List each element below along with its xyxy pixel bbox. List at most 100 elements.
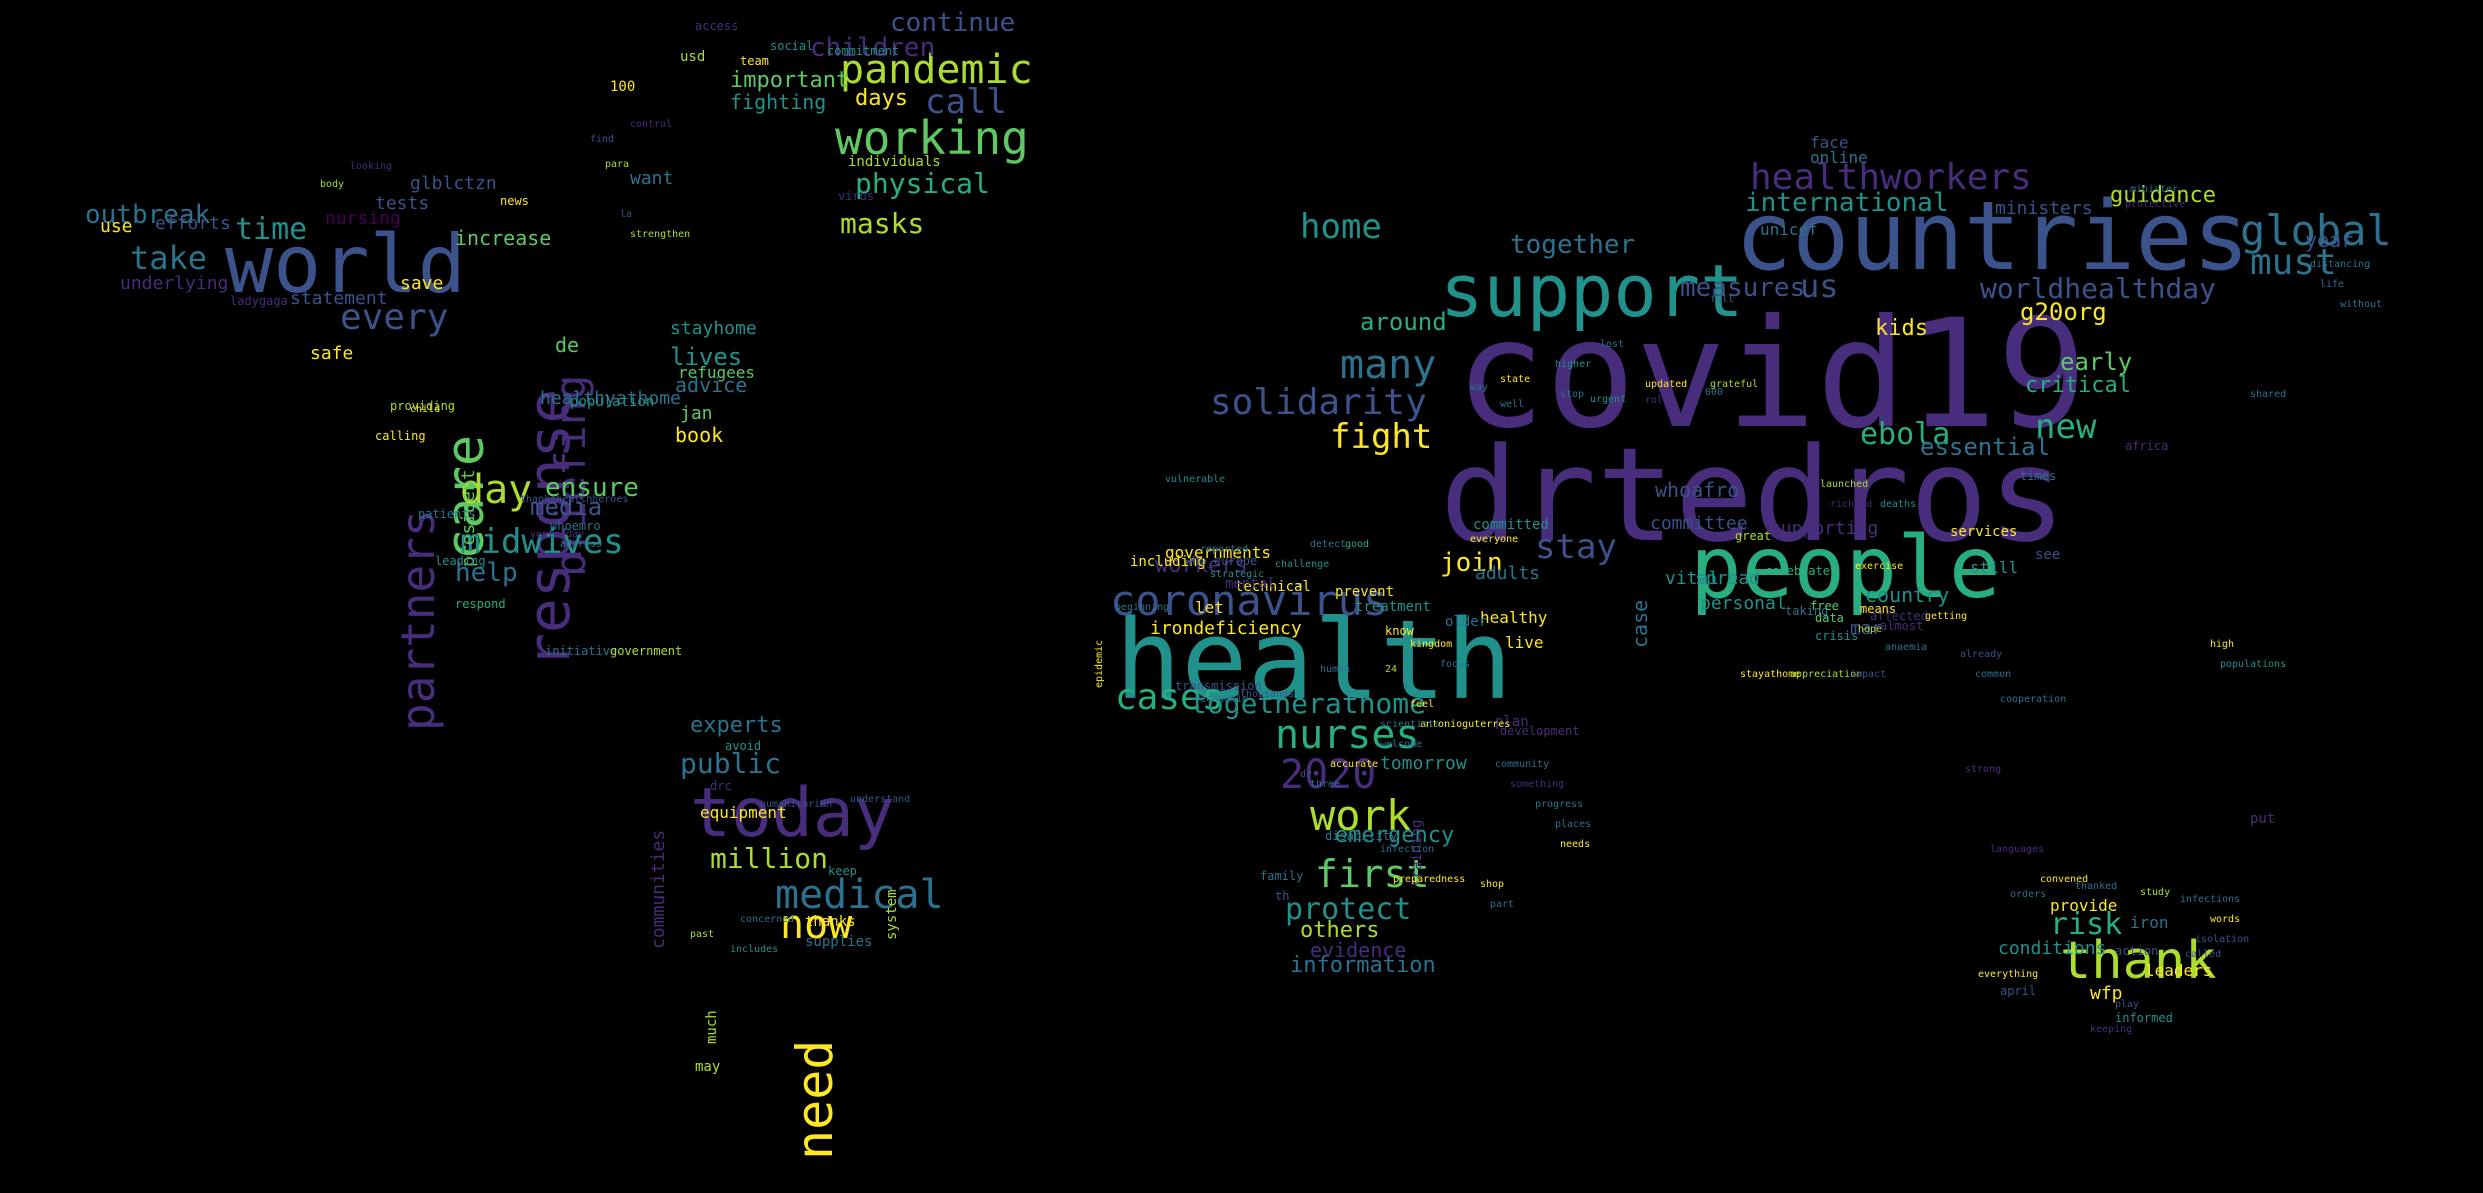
word-early: early — [2060, 348, 2133, 376]
word-use: use — [100, 216, 133, 237]
word-celebrate: celebrate — [1765, 564, 1831, 578]
word-news: news — [500, 194, 529, 208]
word-year: year — [2305, 228, 2354, 252]
word-good: good — [1345, 539, 1370, 550]
word-means: means — [1860, 602, 1897, 616]
word-nurses: nurses — [1275, 712, 1420, 758]
word-protect: protect — [1285, 892, 1412, 927]
word-full: full — [1710, 294, 1735, 305]
word-24: 24 — [1385, 664, 1398, 675]
word-dr: dr — [1300, 769, 1313, 780]
word-world: world — [225, 218, 466, 311]
word-day: day — [460, 467, 533, 513]
word-concerned: concerned — [740, 914, 795, 925]
word-support: support — [1440, 249, 1744, 333]
word-thanks: thanks — [805, 914, 856, 930]
word-still: still — [1970, 558, 2019, 577]
word-africa: africa — [2125, 439, 2169, 453]
word-essential: essential — [1920, 433, 2051, 461]
word-days: days — [855, 86, 908, 111]
word-today: today — [690, 774, 895, 853]
word-iron: iron — [2130, 913, 2169, 932]
word-refugees: refugees — [678, 363, 756, 382]
word-body: body — [320, 179, 345, 190]
word-la: la — [620, 209, 633, 220]
word-looking: looking — [350, 161, 393, 172]
word-treatment: treatment — [1355, 599, 1431, 615]
word-people: people — [1690, 518, 2001, 618]
word-keep: keep — [828, 864, 857, 878]
word-state: state — [1500, 374, 1531, 385]
word-information: information — [1290, 953, 1436, 978]
word-plan: plan — [1495, 714, 1529, 730]
word-part: part — [1490, 899, 1515, 910]
word-technical: technical — [1235, 579, 1311, 595]
word-ministers: ministers — [1995, 198, 2093, 219]
word-online: online — [1810, 148, 1868, 167]
word-accurate: accurate — [1330, 759, 1379, 770]
word-times: times — [2020, 469, 2057, 483]
word-help: help — [455, 558, 518, 588]
word-vital: vital — [1665, 568, 1720, 589]
word-2020: 2020 — [1280, 752, 1377, 798]
word-join: join — [1440, 548, 1503, 578]
word-already: already — [1960, 649, 2003, 660]
word-wfp: wfp — [2090, 983, 2123, 1004]
word-includes: includes — [730, 944, 779, 955]
word-including: including — [1130, 554, 1206, 570]
word-team: team — [740, 54, 769, 68]
word-crisis: crisis — [1815, 629, 1859, 643]
word-avoid: avoid — [725, 739, 762, 753]
word-free: free — [1810, 599, 1839, 613]
word-community: community — [1495, 759, 1550, 770]
word-supporting: supporting — [1770, 518, 1879, 539]
word-fighting: fighting — [730, 90, 827, 114]
word-focus: focus — [1440, 659, 1471, 670]
word-now: now — [780, 902, 853, 948]
word-who-europe: who_europe — [1185, 554, 1258, 568]
word-fight: fight — [1330, 417, 1433, 457]
word-appreciation: appreciation — [1790, 669, 1863, 680]
word-without: without — [2340, 299, 2383, 310]
word-protective: protective — [2125, 199, 2186, 210]
word-action: action — [2115, 944, 2159, 958]
word-individuals: individuals — [848, 154, 941, 170]
word-together: together — [1510, 230, 1636, 260]
word-spread: spread — [1695, 568, 1761, 589]
word-control: control — [630, 119, 673, 130]
word-system: system — [884, 889, 900, 941]
word-patients: patients — [418, 507, 476, 521]
word-healthworkers: healthworkers — [1750, 157, 2032, 198]
word-affected: affected — [1870, 609, 1928, 623]
word-distancing: distancing — [2310, 259, 2371, 270]
word-experts: experts — [690, 713, 783, 738]
word-data: data — [1815, 611, 1844, 625]
word-adults: adults — [1475, 563, 1541, 584]
word-deaths: deaths — [1880, 499, 1917, 510]
word-everything: everything — [1978, 969, 2039, 980]
word-covid19: covid19 — [1455, 288, 2088, 462]
word-impact: impact — [1850, 669, 1887, 680]
word-important: important — [730, 68, 850, 93]
word-worldhealthday: worldhealthday — [1980, 272, 2217, 305]
word-virus: virus — [838, 189, 875, 203]
word-governments: governments — [1165, 543, 1271, 562]
word-many: many — [1340, 342, 1437, 388]
word-commitment: commitment — [827, 44, 900, 58]
word-social: social — [770, 39, 814, 53]
word-whoafro: whoafro — [1655, 478, 1740, 502]
word-strategic: strategic — [1210, 569, 1265, 580]
word-g20org: g20org — [2020, 298, 2107, 326]
word-isolation: isolation — [2195, 934, 2250, 945]
word-put: put — [2250, 811, 2276, 827]
word-preparedness: preparedness — [1393, 874, 1466, 885]
word-see: see — [2035, 547, 2061, 563]
word-case: case — [1628, 599, 1652, 648]
word-kingdom: kingdom — [1410, 639, 1453, 650]
word-cooperation: cooperation — [2000, 694, 2067, 705]
word-high: high — [2210, 639, 2235, 650]
word-kids: kids — [1875, 316, 1928, 341]
word-thankshealthheroes: thankshealthheroes — [520, 494, 629, 505]
word-study: study — [2140, 887, 2171, 898]
